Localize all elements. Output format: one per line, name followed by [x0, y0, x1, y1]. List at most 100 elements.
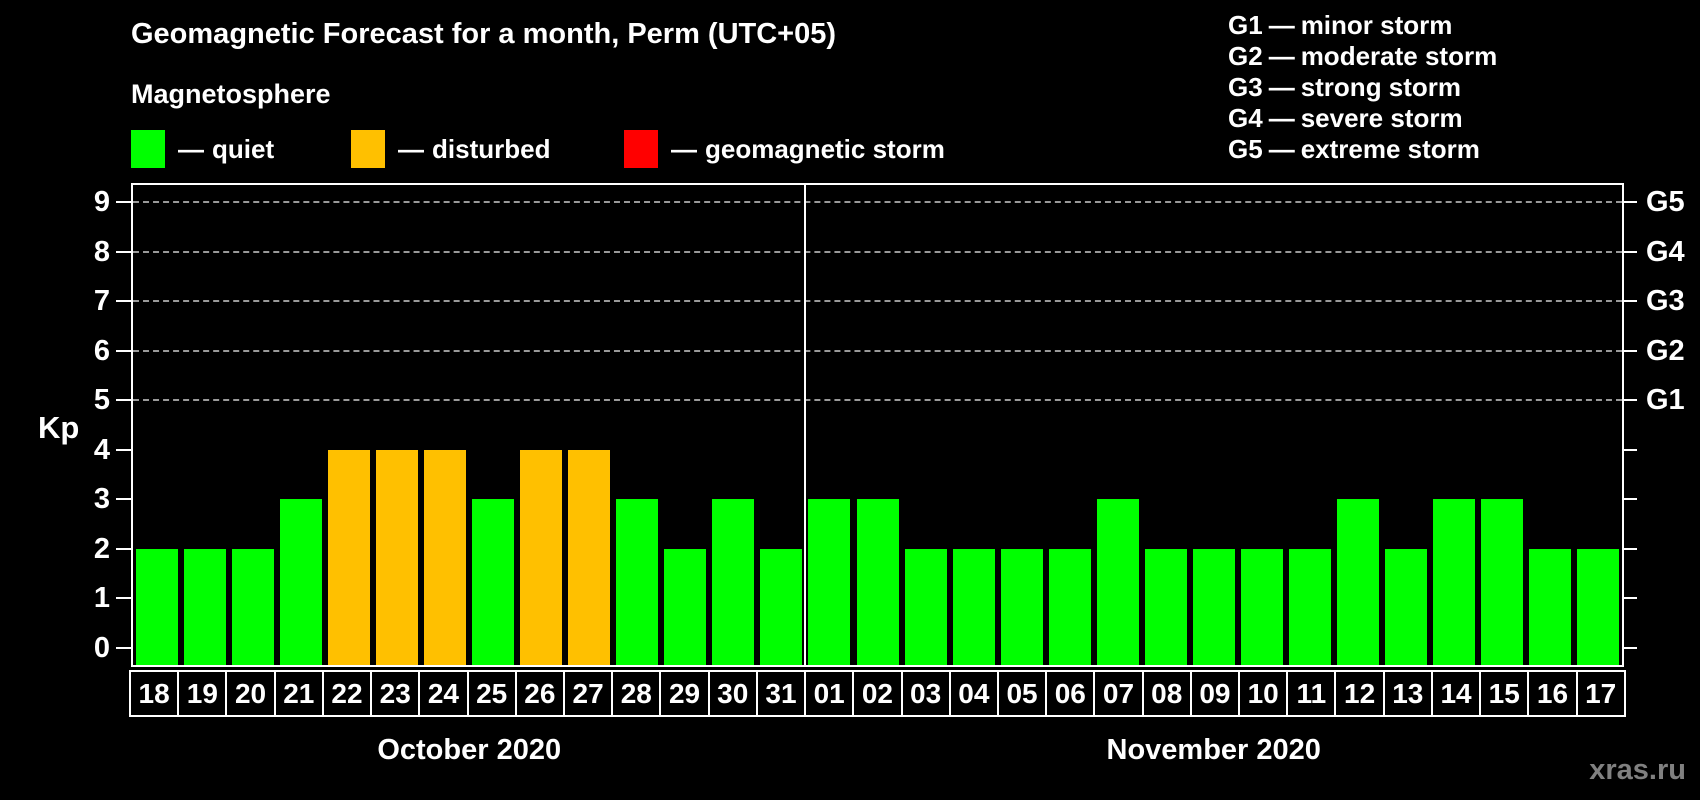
- y-tick-right-5: [1622, 399, 1637, 402]
- date-cell-04: 04: [948, 670, 999, 717]
- g-scale-label-g4: G4: [1646, 235, 1685, 268]
- y-tick-right-4: [1622, 448, 1637, 451]
- kp-bar-29: [664, 548, 707, 665]
- gridline-kp9: [133, 201, 1622, 204]
- date-cell-26: 26: [514, 670, 565, 717]
- date-cell-25: 25: [466, 670, 517, 717]
- g-label: moderate storm: [1300, 41, 1498, 71]
- g-label: extreme storm: [1300, 134, 1480, 164]
- chart-subtitle: Magnetosphere: [131, 79, 331, 109]
- g-legend-row-g2: G2— moderate storm: [1228, 41, 1497, 72]
- date-cell-22: 22: [321, 670, 373, 717]
- legend-swatch-storm: [624, 130, 658, 168]
- y-tick-left-5: [116, 399, 131, 402]
- y-tick-left-8: [116, 250, 131, 253]
- kp-bar-28: [616, 499, 659, 665]
- date-cell-29: 29: [659, 670, 710, 717]
- g-label: severe storm: [1300, 103, 1463, 133]
- g-legend-row-g5: G5— extreme storm: [1228, 134, 1497, 165]
- y-tick-right-0: [1622, 647, 1637, 649]
- y-tick-right-9: [1622, 201, 1637, 204]
- date-cell-05: 05: [996, 670, 1048, 717]
- month-label-1: November 2020: [1106, 734, 1321, 766]
- date-cell-17: 17: [1575, 670, 1626, 717]
- y-tick-right-1: [1622, 597, 1637, 600]
- plot-area: [131, 183, 1624, 667]
- kp-bar-24: [424, 449, 467, 665]
- gridline-kp5: [133, 399, 1622, 402]
- kp-bar-10: [1240, 548, 1283, 665]
- g-scale-label-g1: G1: [1646, 384, 1685, 417]
- kp-bar-27: [568, 449, 611, 665]
- kp-bar-26: [520, 449, 563, 665]
- kp-bar-06: [1048, 548, 1091, 665]
- date-cell-23: 23: [370, 670, 421, 717]
- date-cell-24: 24: [418, 670, 469, 717]
- kp-bar-14: [1432, 499, 1475, 665]
- y-tick-label-5: 5: [93, 384, 110, 417]
- y-tick-right-6: [1622, 349, 1637, 352]
- g-label: minor storm: [1300, 10, 1453, 40]
- gridline-kp6: [133, 349, 1622, 352]
- y-tick-left-3: [116, 498, 131, 501]
- kp-bar-19: [184, 548, 227, 665]
- legend-dash: —: [178, 133, 204, 164]
- g-legend-row-g1: G1— minor storm: [1228, 10, 1497, 41]
- legend-dash: —: [671, 133, 697, 164]
- legend-item-quiet: — quiet: [131, 128, 274, 170]
- g-separator: —: [1268, 41, 1295, 71]
- y-tick-label-0: 0: [93, 632, 110, 664]
- kp-bar-22: [328, 449, 371, 665]
- y-tick-left-0: [116, 647, 131, 649]
- g-separator: —: [1268, 10, 1295, 40]
- g-separator: —: [1268, 103, 1295, 133]
- date-cell-16: 16: [1527, 670, 1578, 717]
- date-cell-09: 09: [1189, 670, 1241, 717]
- legend-swatch-quiet: [131, 130, 165, 168]
- gridline-kp7: [133, 300, 1622, 303]
- date-cell-20: 20: [225, 670, 276, 717]
- g-code: G1: [1228, 10, 1263, 40]
- g-scale-legend: G1— minor storm G2— moderate storm G3— strong…: [1228, 10, 1497, 165]
- legend-dash: —: [398, 133, 424, 164]
- y-tick-right-2: [1622, 547, 1637, 550]
- y-tick-left-7: [116, 300, 131, 303]
- kp-bar-01: [808, 499, 851, 665]
- kp-bar-16: [1528, 548, 1571, 665]
- kp-bar-21: [280, 499, 323, 665]
- date-cell-14: 14: [1430, 670, 1482, 717]
- g-separator: —: [1268, 72, 1295, 102]
- kp-bar-17: [1576, 548, 1619, 665]
- date-cell-21: 21: [273, 670, 324, 717]
- kp-bar-03: [904, 548, 947, 665]
- kp-bar-15: [1480, 499, 1523, 665]
- kp-bar-30: [712, 499, 755, 665]
- kp-bar-31: [760, 548, 803, 665]
- kp-bar-09: [1192, 548, 1235, 665]
- date-cell-02: 02: [852, 670, 903, 717]
- kp-bar-20: [232, 548, 275, 665]
- date-axis: 18 19 20 21 22 23 24 25 26 27 28 29 30 31 01 02 03 04 05 06…: [129, 670, 1626, 717]
- date-cell-11: 11: [1286, 670, 1337, 717]
- date-cell-07: 07: [1093, 670, 1144, 717]
- legend-swatch-disturbed: [351, 130, 385, 168]
- date-cell-06: 06: [1045, 670, 1096, 717]
- month-label-0: October 2020: [377, 734, 562, 766]
- g-legend-row-g4: G4— severe storm: [1228, 103, 1497, 134]
- kp-bar-05: [1000, 548, 1043, 665]
- watermark: xras.ru: [1589, 754, 1686, 786]
- kp-bar-08: [1144, 548, 1187, 665]
- kp-bar-02: [856, 499, 899, 665]
- kp-bar-07: [1096, 499, 1139, 665]
- kp-bar-13: [1384, 548, 1427, 665]
- date-cell-01: 01: [804, 670, 855, 717]
- date-cell-03: 03: [900, 670, 951, 717]
- chart-title: Geomagnetic Forecast for a month, Perm (…: [131, 18, 837, 50]
- legend-label: disturbed: [432, 133, 551, 164]
- kp-bar-12: [1336, 499, 1379, 665]
- g-scale-label-g5: G5: [1646, 186, 1685, 219]
- y-tick-left-2: [116, 547, 131, 550]
- date-cell-10: 10: [1238, 670, 1289, 717]
- y-tick-label-1: 1: [93, 582, 110, 615]
- legend-item-disturbed: — disturbed: [351, 128, 550, 170]
